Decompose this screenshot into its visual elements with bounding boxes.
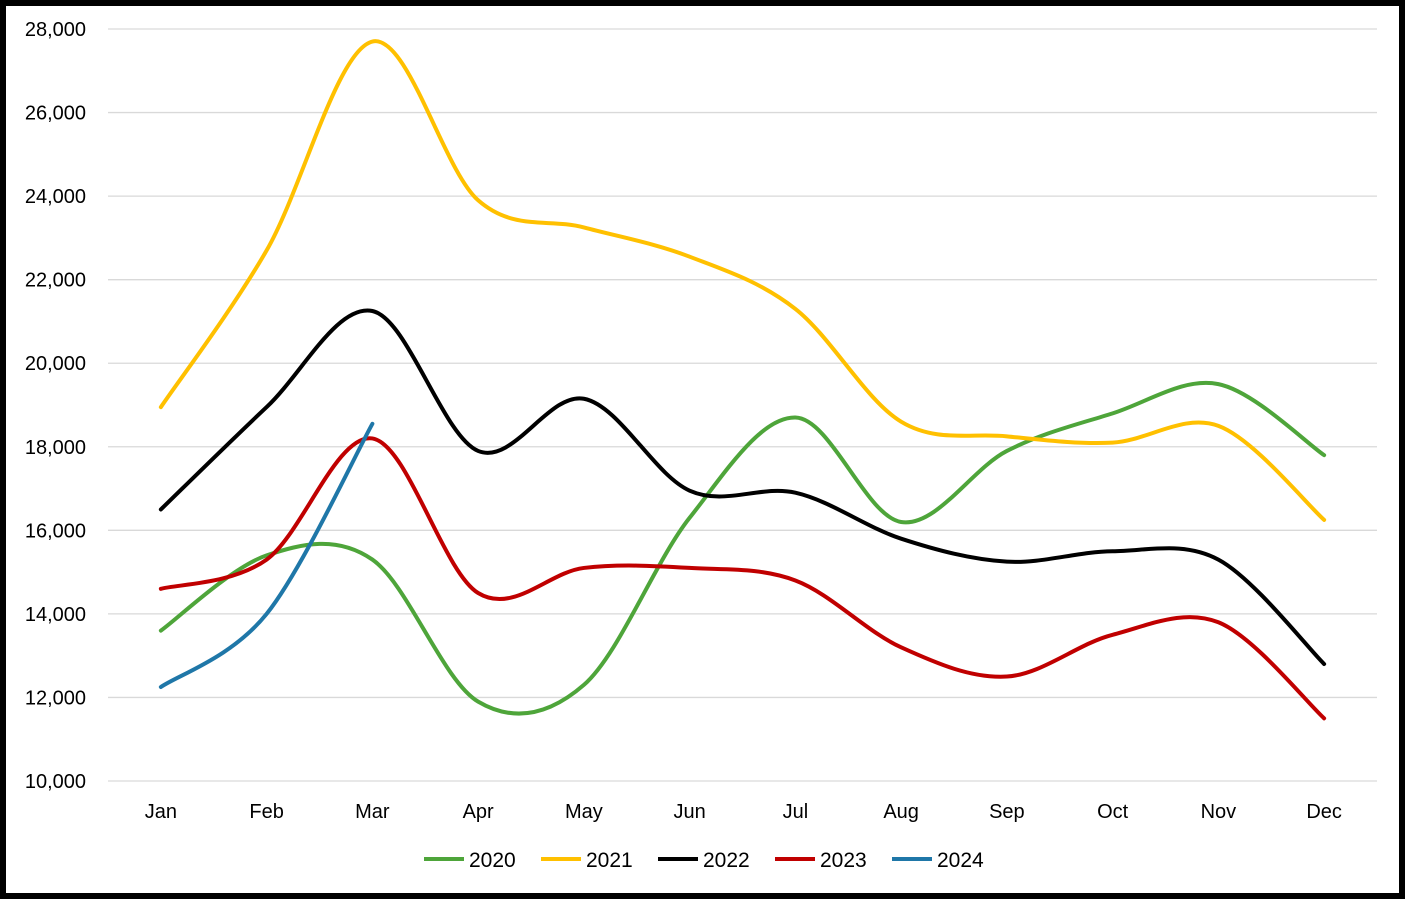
- y-tick-label: 12,000: [25, 687, 86, 709]
- x-tick-label: Dec: [1306, 801, 1342, 823]
- y-tick-label: 10,000: [25, 771, 86, 793]
- series-line-2024: [158, 421, 375, 689]
- legend-label: 2022: [703, 849, 750, 872]
- x-axis-tick-labels: Jan Feb Mar Apr May Jun Jul Aug Sep Oct Nov Dec: [145, 801, 1342, 823]
- legend-item-2021: 2021: [541, 849, 633, 872]
- x-tick-label: May: [565, 801, 603, 823]
- series-lines: [158, 39, 1327, 721]
- x-tick-label: Mar: [355, 801, 390, 823]
- y-tick-label: 16,000: [25, 520, 86, 542]
- series-line-2022: [158, 308, 1327, 667]
- gridlines: [108, 28, 1377, 782]
- y-tick-label: 18,000: [25, 437, 86, 459]
- series-line-2020: [158, 380, 1327, 716]
- legend: 2020 2021 2022 2023 2024: [424, 849, 984, 872]
- x-tick-label: Apr: [463, 801, 494, 823]
- x-tick-label: Oct: [1097, 801, 1129, 823]
- x-tick-label: Jul: [783, 801, 809, 823]
- y-tick-label: 28,000: [25, 19, 86, 41]
- legend-label: 2021: [586, 849, 633, 872]
- legend-item-2023: 2023: [775, 849, 867, 872]
- series-line-2023: [158, 436, 1327, 721]
- y-tick-label: 22,000: [25, 270, 86, 292]
- y-tick-label: 14,000: [25, 604, 86, 626]
- x-tick-label: Sep: [989, 801, 1025, 823]
- y-axis-tick-labels: 10,000 12,000 14,000 16,000 18,000 20,000 22,0…: [25, 19, 86, 793]
- x-tick-label: Jun: [674, 801, 706, 823]
- legend-item-2024: 2024: [892, 849, 984, 872]
- legend-label: 2023: [820, 849, 867, 872]
- x-tick-label: Jan: [145, 801, 177, 823]
- series-line-2021: [158, 39, 1327, 522]
- x-tick-label: Feb: [249, 801, 283, 823]
- x-tick-label: Aug: [883, 801, 919, 823]
- legend-label: 2024: [937, 849, 984, 872]
- legend-label: 2020: [469, 849, 516, 872]
- x-tick-label: Nov: [1201, 801, 1237, 823]
- y-tick-label: 26,000: [25, 103, 86, 125]
- legend-item-2020: 2020: [424, 849, 516, 872]
- y-tick-label: 20,000: [25, 353, 86, 375]
- y-tick-label: 24,000: [25, 186, 86, 208]
- legend-item-2022: 2022: [658, 849, 750, 872]
